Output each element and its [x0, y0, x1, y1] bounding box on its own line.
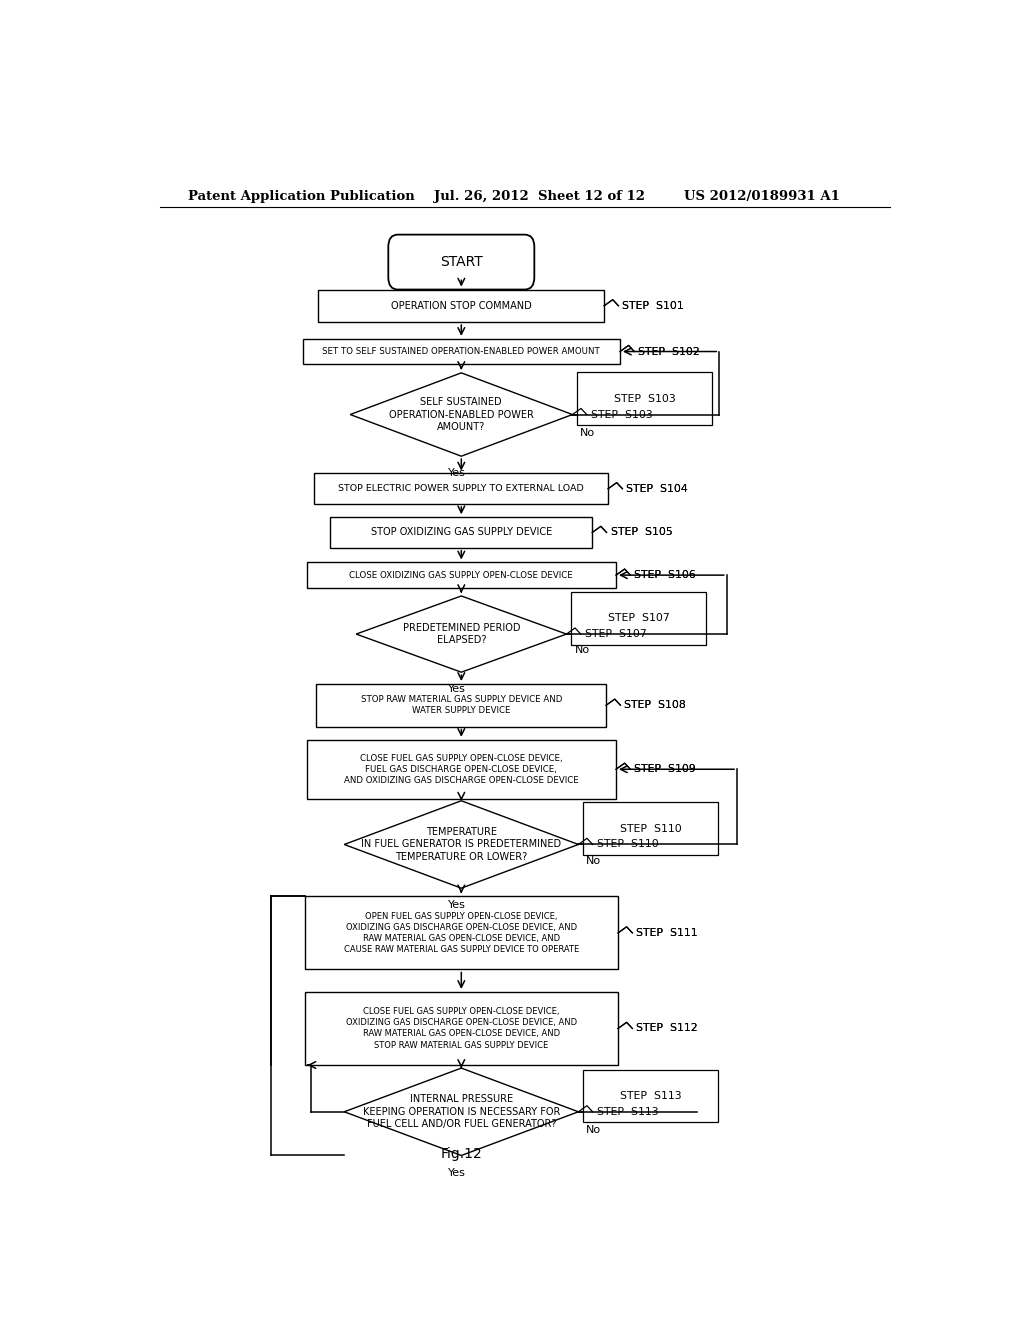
Text: STEP  S103: STEP S103	[613, 393, 676, 404]
Text: STEP  S106: STEP S106	[634, 570, 696, 579]
Text: US 2012/0189931 A1: US 2012/0189931 A1	[684, 190, 840, 202]
Text: No: No	[581, 428, 596, 438]
Text: STEP  S109: STEP S109	[634, 764, 696, 775]
Text: No: No	[587, 855, 601, 866]
Text: Patent Application Publication: Patent Application Publication	[187, 190, 415, 202]
Text: STEP  S102: STEP S102	[638, 347, 700, 356]
Text: STEP  S101: STEP S101	[623, 301, 684, 310]
Text: INTERNAL PRESSURE
KEEPING OPERATION IS NECESSARY FOR
FUEL CELL AND/OR FUEL GENER: INTERNAL PRESSURE KEEPING OPERATION IS N…	[362, 1094, 560, 1129]
Text: Yes: Yes	[449, 469, 466, 478]
Polygon shape	[344, 1068, 579, 1155]
Text: STEP  S108: STEP S108	[625, 700, 686, 710]
Text: TEMPERATURE
IN FUEL GENERATOR IS PREDETERMINED
TEMPERATURE OR LOWER?: TEMPERATURE IN FUEL GENERATOR IS PREDETE…	[361, 828, 561, 862]
Text: STEP  S107: STEP S107	[585, 630, 646, 639]
Polygon shape	[344, 801, 579, 888]
Bar	[578, 372, 712, 425]
Text: OPEN FUEL GAS SUPPLY OPEN-CLOSE DEVICE,
OXIDIZING GAS DISCHARGE OPEN-CLOSE DEVIC: OPEN FUEL GAS SUPPLY OPEN-CLOSE DEVICE, …	[344, 912, 579, 954]
Text: CLOSE FUEL GAS SUPPLY OPEN-CLOSE DEVICE,
FUEL GAS DISCHARGE OPEN-CLOSE DEVICE,
A: CLOSE FUEL GAS SUPPLY OPEN-CLOSE DEVICE,…	[344, 754, 579, 785]
Text: SELF SUSTAINED
OPERATION-ENABLED POWER
AMOUNT?: SELF SUSTAINED OPERATION-ENABLED POWER A…	[389, 397, 534, 432]
Text: STEP  S105: STEP S105	[610, 528, 673, 537]
Polygon shape	[350, 372, 572, 457]
Text: No: No	[587, 1125, 601, 1135]
Bar	[306, 739, 616, 799]
Bar	[304, 896, 618, 969]
Text: STEP  S109: STEP S109	[634, 764, 696, 775]
Text: STEP  S104: STEP S104	[627, 483, 688, 494]
Text: STEP  S110: STEP S110	[620, 824, 681, 834]
Text: STEP  S111: STEP S111	[636, 928, 698, 939]
Text: STEP  S103: STEP S103	[591, 409, 652, 420]
Bar	[571, 591, 707, 644]
Bar	[316, 684, 606, 726]
Text: PREDETEMINED PERIOD
ELAPSED?: PREDETEMINED PERIOD ELAPSED?	[402, 623, 520, 645]
Text: SET TO SELF SUSTAINED OPERATION-ENABLED POWER AMOUNT: SET TO SELF SUSTAINED OPERATION-ENABLED …	[323, 347, 600, 356]
Bar	[583, 803, 718, 855]
Text: CLOSE FUEL GAS SUPPLY OPEN-CLOSE DEVICE,
OXIDIZING GAS DISCHARGE OPEN-CLOSE DEVI: CLOSE FUEL GAS SUPPLY OPEN-CLOSE DEVICE,…	[346, 1007, 577, 1049]
FancyBboxPatch shape	[388, 235, 535, 289]
Bar	[304, 991, 618, 1065]
Text: Jul. 26, 2012  Sheet 12 of 12: Jul. 26, 2012 Sheet 12 of 12	[433, 190, 644, 202]
Text: STEP  S108: STEP S108	[625, 700, 686, 710]
Text: STEP  S113: STEP S113	[597, 1106, 658, 1117]
Bar	[303, 339, 621, 364]
Text: Fig.12: Fig.12	[440, 1147, 482, 1162]
Text: STEP  S107: STEP S107	[608, 614, 670, 623]
Text: STEP  S113: STEP S113	[620, 1090, 681, 1101]
Text: Yes: Yes	[449, 900, 466, 911]
Text: OPERATION STOP COMMAND: OPERATION STOP COMMAND	[391, 301, 531, 310]
Text: STEP  S101: STEP S101	[623, 301, 684, 310]
Text: STEP  S102: STEP S102	[638, 347, 700, 356]
Bar	[583, 1069, 718, 1122]
Text: STOP RAW MATERIAL GAS SUPPLY DEVICE AND
WATER SUPPLY DEVICE: STOP RAW MATERIAL GAS SUPPLY DEVICE AND …	[360, 696, 562, 715]
Text: Yes: Yes	[449, 684, 466, 694]
Text: STEP  S112: STEP S112	[636, 1023, 698, 1034]
Text: STEP  S105: STEP S105	[610, 528, 673, 537]
Bar	[314, 474, 608, 504]
Bar	[318, 289, 604, 322]
Polygon shape	[356, 595, 566, 672]
Text: STEP  S112: STEP S112	[636, 1023, 698, 1034]
Text: STEP  S110: STEP S110	[597, 840, 658, 850]
Text: CLOSE OXIDIZING GAS SUPPLY OPEN-CLOSE DEVICE: CLOSE OXIDIZING GAS SUPPLY OPEN-CLOSE DE…	[349, 570, 573, 579]
Text: START: START	[440, 255, 482, 269]
Text: Yes: Yes	[449, 1168, 466, 1177]
Text: STOP OXIDIZING GAS SUPPLY DEVICE: STOP OXIDIZING GAS SUPPLY DEVICE	[371, 528, 552, 537]
Text: STEP  S104: STEP S104	[627, 483, 688, 494]
Text: STEP  S111: STEP S111	[636, 928, 698, 939]
Text: STOP ELECTRIC POWER SUPPLY TO EXTERNAL LOAD: STOP ELECTRIC POWER SUPPLY TO EXTERNAL L…	[339, 484, 584, 494]
Text: STEP  S106: STEP S106	[634, 570, 696, 579]
Bar	[331, 517, 592, 548]
Bar	[306, 562, 616, 587]
Text: No: No	[574, 645, 590, 655]
